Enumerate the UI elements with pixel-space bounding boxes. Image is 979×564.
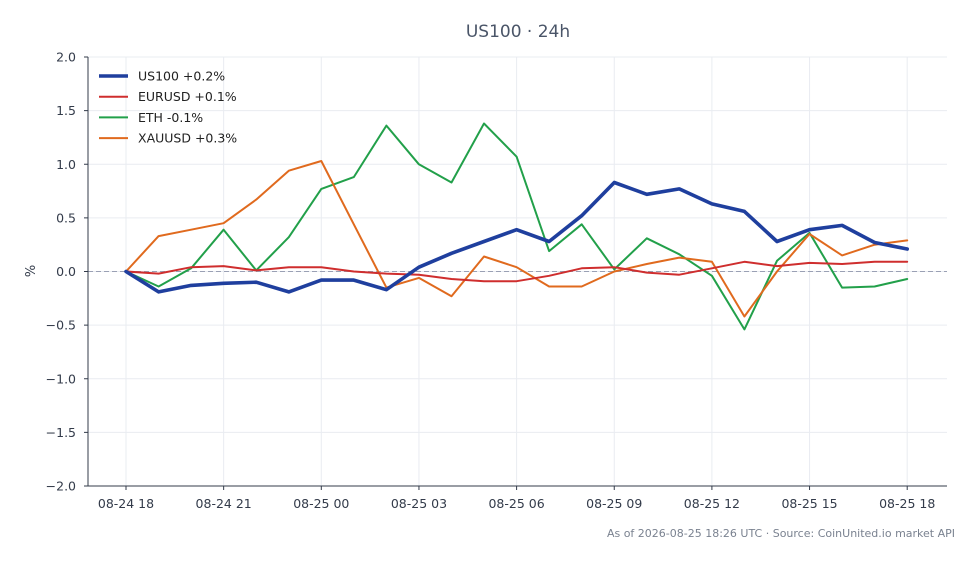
y-axis-label: % — [24, 265, 39, 277]
y-tick-label: 0.5 — [56, 210, 76, 225]
y-tick-label: 0.0 — [56, 264, 76, 279]
x-tick-label: 08-25 06 — [488, 496, 544, 511]
y-tick-label: −1.0 — [46, 371, 76, 386]
x-tick-label: 08-24 18 — [98, 496, 154, 511]
x-tick-label: 08-25 03 — [391, 496, 447, 511]
y-ticks: −2.0 −1.5 −1.0 −0.5 0.0 0.5 1.0 1.5 2.0 — [46, 50, 88, 494]
legend-label: ETH -0.1% — [138, 110, 203, 125]
x-tick-label: 08-25 00 — [293, 496, 349, 511]
legend: US100 +0.2% EURUSD +0.1% ETH -0.1% XAUUSD +… — [99, 69, 237, 146]
series-line-1 — [125, 260, 909, 283]
y-tick-label: −0.5 — [46, 318, 76, 333]
x-tick-label: 08-25 18 — [879, 496, 935, 511]
series-lines — [124, 122, 910, 331]
legend-label: US100 +0.2% — [138, 69, 225, 84]
x-tick-label: 08-25 09 — [586, 496, 642, 511]
y-tick-label: 1.0 — [56, 157, 76, 172]
legend-label: XAUUSD +0.3% — [138, 131, 237, 146]
y-tick-label: 2.0 — [56, 50, 76, 65]
series-line-3 — [125, 160, 909, 318]
x-tick-label: 08-24 21 — [196, 496, 252, 511]
series-line-0 — [124, 180, 910, 294]
legend-label: EURUSD +0.1% — [138, 89, 237, 104]
x-ticks: 08-24 18 08-24 21 08-25 00 08-25 03 08-25 06… — [98, 486, 935, 511]
x-tick-label: 08-25 12 — [684, 496, 740, 511]
x-tick-label: 08-25 15 — [781, 496, 837, 511]
y-tick-label: −1.5 — [46, 425, 76, 440]
source-footnote: As of 2026-08-25 18:26 UTC · Source: Coi… — [607, 527, 955, 540]
chart-title: US100 · 24h — [466, 22, 570, 42]
y-tick-label: −2.0 — [46, 479, 76, 494]
y-tick-label: 1.5 — [56, 103, 76, 118]
